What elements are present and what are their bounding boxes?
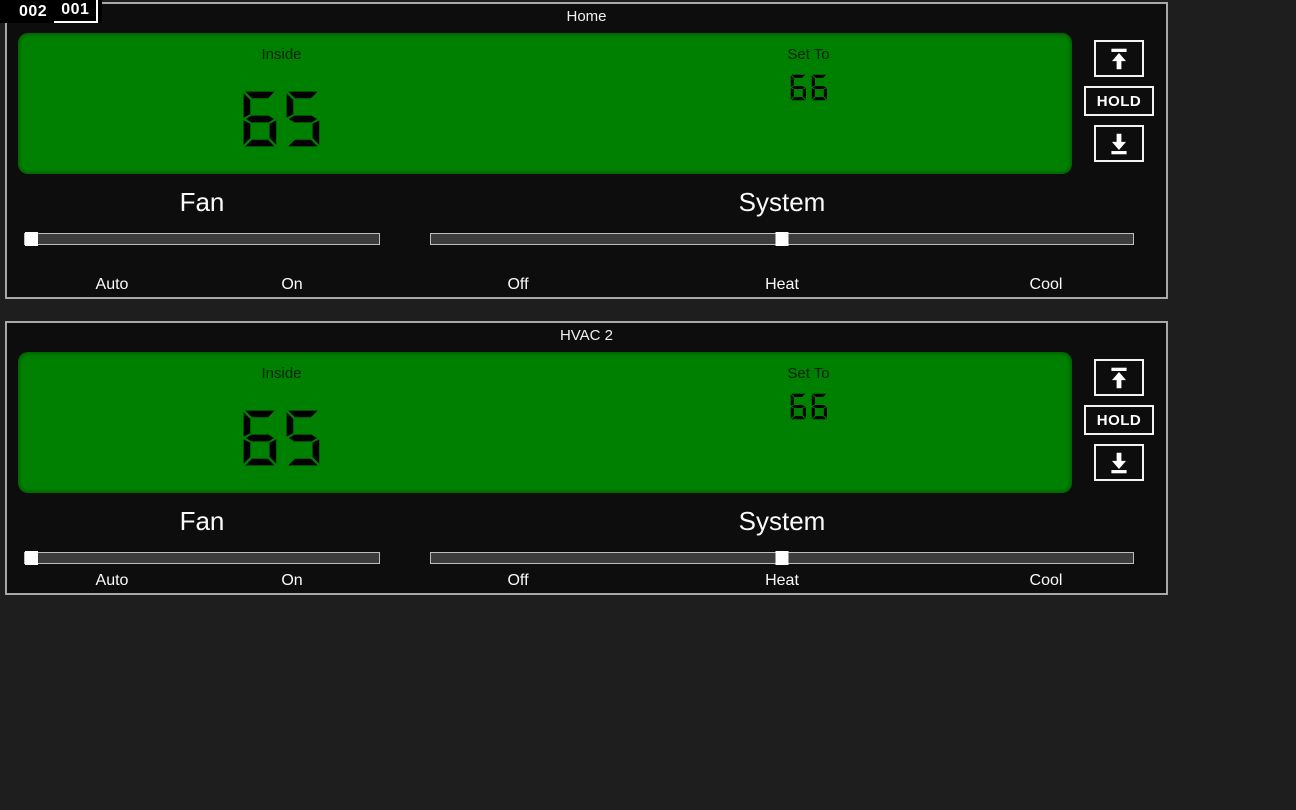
temp-button-column: HOLD bbox=[1084, 359, 1154, 481]
slider-option-on: On bbox=[281, 276, 303, 293]
inside-label: Inside bbox=[261, 365, 302, 382]
slider-option-off: Off bbox=[507, 572, 529, 589]
temp-down-button[interactable] bbox=[1094, 125, 1144, 162]
slider-thumb[interactable] bbox=[775, 232, 789, 246]
set-to-label: Set To bbox=[787, 46, 830, 63]
temp-down-button[interactable] bbox=[1094, 444, 1144, 481]
hold-button[interactable]: HOLD bbox=[1084, 405, 1154, 435]
arrow-up-to-bar-icon bbox=[1111, 367, 1127, 388]
fan-slider[interactable] bbox=[24, 551, 380, 565]
system-slider[interactable] bbox=[430, 232, 1134, 246]
tab-002[interactable]: 002 bbox=[19, 3, 48, 20]
slider-thumb[interactable] bbox=[25, 551, 38, 565]
slider-option-cool: Cool bbox=[1029, 572, 1063, 589]
temp-button-column: HOLD bbox=[1084, 40, 1154, 162]
slider-option-off: Off bbox=[507, 276, 529, 293]
arrow-down-to-bar-icon bbox=[1111, 452, 1127, 473]
tab-strip: 002 001 bbox=[0, 0, 103, 23]
fan-control-title: Fan bbox=[179, 506, 225, 536]
inside-temperature-value bbox=[242, 90, 321, 148]
fan-slider[interactable] bbox=[24, 232, 380, 246]
slider-option-on: On bbox=[281, 572, 303, 589]
system-option-labels: Off Heat Cool bbox=[430, 273, 1134, 297]
inside-label: Inside bbox=[261, 46, 302, 63]
temp-up-button[interactable] bbox=[1094, 359, 1144, 396]
slider-thumb[interactable] bbox=[25, 232, 38, 246]
set-to-label: Set To bbox=[787, 365, 830, 382]
panel-title: HVAC 2 bbox=[559, 327, 614, 344]
lcd-setto-section: Set To bbox=[545, 352, 1072, 493]
slider-option-heat: Heat bbox=[765, 572, 799, 589]
arrow-down-to-bar-icon bbox=[1111, 133, 1127, 154]
lcd-inside-section: Inside bbox=[18, 33, 545, 174]
lcd-display: Inside Set To bbox=[18, 352, 1072, 493]
lcd-setto-section: Set To bbox=[545, 33, 1072, 174]
system-control-title: System bbox=[738, 506, 826, 536]
lcd-display: Inside Set To bbox=[18, 33, 1072, 174]
system-slider[interactable] bbox=[430, 551, 1134, 565]
thermostat-panel-home: Home Inside Set To HOLD bbox=[5, 2, 1168, 299]
arrow-up-to-bar-icon bbox=[1111, 48, 1127, 69]
hold-button[interactable]: HOLD bbox=[1084, 86, 1154, 116]
lcd-inside-section: Inside bbox=[18, 352, 545, 493]
fan-option-labels: Auto On bbox=[24, 569, 380, 593]
system-option-labels: Off Heat Cool bbox=[430, 569, 1134, 593]
temp-up-button[interactable] bbox=[1094, 40, 1144, 77]
slider-option-heat: Heat bbox=[765, 276, 799, 293]
slider-thumb[interactable] bbox=[775, 551, 789, 565]
slider-option-auto: Auto bbox=[95, 572, 129, 589]
inside-temperature-value bbox=[242, 409, 321, 467]
fan-option-labels: Auto On bbox=[24, 273, 380, 297]
slider-option-auto: Auto bbox=[95, 276, 129, 293]
tab-001[interactable]: 001 bbox=[54, 0, 99, 23]
panel-title: Home bbox=[566, 8, 607, 25]
slider-option-cool: Cool bbox=[1029, 276, 1063, 293]
set-to-temperature-value bbox=[790, 393, 827, 420]
set-to-temperature-value bbox=[790, 74, 827, 101]
system-control-title: System bbox=[738, 187, 826, 217]
fan-control-title: Fan bbox=[179, 187, 225, 217]
thermostat-panel-hvac2: HVAC 2 Inside Set To HOLD bbox=[5, 321, 1168, 595]
